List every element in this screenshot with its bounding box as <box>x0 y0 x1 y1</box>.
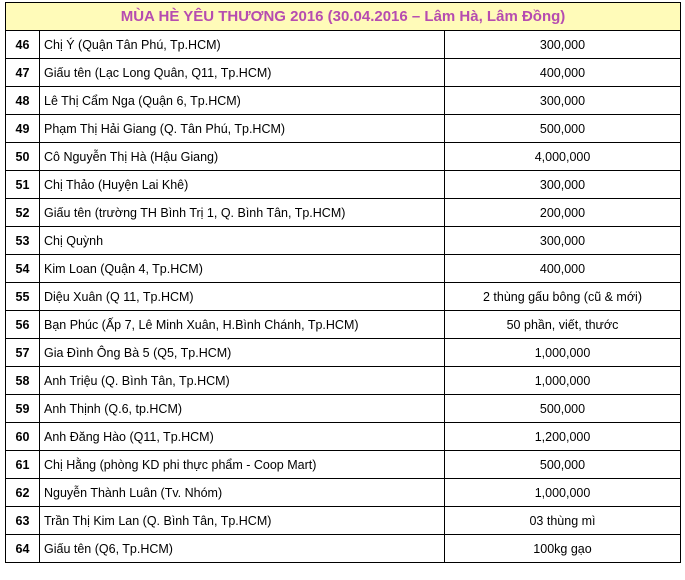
table-row: 59 Anh Thịnh (Q.6, tp.HCM) 500,000 <box>5 394 681 423</box>
donor-name: Giấu tên (Q6, Tp.HCM) <box>39 534 445 563</box>
donor-name: Bạn Phúc (Ấp 7, Lê Minh Xuân, H.Bình Chá… <box>39 310 445 339</box>
table-row: 50 Cô Nguyễn Thị Hà (Hậu Giang) 4,000,000 <box>5 142 681 171</box>
row-number: 62 <box>5 478 40 507</box>
row-number: 60 <box>5 422 40 451</box>
row-number: 46 <box>5 30 40 59</box>
donor-name: Phạm Thị Hải Giang (Q. Tân Phú, Tp.HCM) <box>39 114 445 143</box>
table-row: 64 Giấu tên (Q6, Tp.HCM) 100kg gạo <box>5 534 681 563</box>
donor-name: Chị Quỳnh <box>39 226 445 255</box>
row-number: 58 <box>5 366 40 395</box>
row-number: 47 <box>5 58 40 87</box>
donor-name: Chị Hằng (phòng KD phi thực phẩm - Coop … <box>39 450 445 479</box>
table-row: 54 Kim Loan (Quận 4, Tp.HCM) 400,000 <box>5 254 681 283</box>
donation-amount: 400,000 <box>444 58 681 87</box>
donation-amount: 1,200,000 <box>444 422 681 451</box>
donation-amount: 300,000 <box>444 86 681 115</box>
donor-name: Diệu Xuân (Q 11, Tp.HCM) <box>39 282 445 311</box>
row-number: 63 <box>5 506 40 535</box>
row-number: 55 <box>5 282 40 311</box>
donation-sheet: MÙA HÈ YÊU THƯƠNG 2016 (30.04.2016 – Lâm… <box>5 2 681 563</box>
donation-amount: 500,000 <box>444 450 681 479</box>
donor-name: Chị Ý (Quận Tân Phú, Tp.HCM) <box>39 30 445 59</box>
donation-amount: 400,000 <box>444 254 681 283</box>
donation-amount: 03 thùng mì <box>444 506 681 535</box>
donation-amount: 100kg gạo <box>444 534 681 563</box>
row-number: 53 <box>5 226 40 255</box>
donation-amount: 500,000 <box>444 394 681 423</box>
row-number: 50 <box>5 142 40 171</box>
title-cell: MÙA HÈ YÊU THƯƠNG 2016 (30.04.2016 – Lâm… <box>5 2 681 31</box>
table-row: 55 Diệu Xuân (Q 11, Tp.HCM) 2 thùng gấu bô… <box>5 282 681 311</box>
row-number: 56 <box>5 310 40 339</box>
row-number: 64 <box>5 534 40 563</box>
table-row: 58 Anh Triệu (Q. Bình Tân, Tp.HCM) 1,000,0… <box>5 366 681 395</box>
table-row: 57 Gia Đình Ông Bà 5 (Q5, Tp.HCM) 1,000,00… <box>5 338 681 367</box>
donation-amount: 200,000 <box>444 198 681 227</box>
donor-name: Cô Nguyễn Thị Hà (Hậu Giang) <box>39 142 445 171</box>
row-number: 49 <box>5 114 40 143</box>
donation-table: MÙA HÈ YÊU THƯƠNG 2016 (30.04.2016 – Lâm… <box>5 2 681 563</box>
table-row: 56 Bạn Phúc (Ấp 7, Lê Minh Xuân, H.Bình C… <box>5 310 681 339</box>
donation-amount: 300,000 <box>444 170 681 199</box>
title-row: MÙA HÈ YÊU THƯƠNG 2016 (30.04.2016 – Lâm… <box>5 2 681 31</box>
sheet-title: MÙA HÈ YÊU THƯƠNG 2016 (30.04.2016 – Lâm… <box>120 8 566 25</box>
donation-amount: 1,000,000 <box>444 366 681 395</box>
donor-name: Anh Thịnh (Q.6, tp.HCM) <box>39 394 445 423</box>
row-number: 59 <box>5 394 40 423</box>
table-row: 48 Lê Thị Cẩm Nga (Quận 6, Tp.HCM) 300,000 <box>5 86 681 115</box>
donor-name: Gia Đình Ông Bà 5 (Q5, Tp.HCM) <box>39 338 445 367</box>
table-row: 47 Giấu tên (Lạc Long Quân, Q11, Tp.HCM) 4… <box>5 58 681 87</box>
table-row: 49 Phạm Thị Hải Giang (Q. Tân Phú, Tp.HCM… <box>5 114 681 143</box>
row-number: 48 <box>5 86 40 115</box>
table-row: 61 Chị Hằng (phòng KD phi thực phẩm - Coo… <box>5 450 681 479</box>
row-number: 52 <box>5 198 40 227</box>
row-number: 57 <box>5 338 40 367</box>
table-row: 63 Trần Thị Kim Lan (Q. Bình Tân, Tp.HCM)… <box>5 506 681 535</box>
donation-amount: 300,000 <box>444 30 681 59</box>
donation-amount: 500,000 <box>444 114 681 143</box>
donation-amount: 1,000,000 <box>444 338 681 367</box>
donor-name: Giấu tên (Lạc Long Quân, Q11, Tp.HCM) <box>39 58 445 87</box>
donation-amount: 4,000,000 <box>444 142 681 171</box>
donation-amount: 2 thùng gấu bông (cũ & mới) <box>444 282 681 311</box>
donor-name: Chị Thảo (Huyện Lai Khê) <box>39 170 445 199</box>
table-row: 62 Nguyễn Thành Luân (Tv. Nhóm) 1,000,000 <box>5 478 681 507</box>
table-row: 51 Chị Thảo (Huyện Lai Khê) 300,000 <box>5 170 681 199</box>
table-row: 46 Chị Ý (Quận Tân Phú, Tp.HCM) 300,000 <box>5 30 681 59</box>
donor-name: Kim Loan (Quận 4, Tp.HCM) <box>39 254 445 283</box>
donor-name: Lê Thị Cẩm Nga (Quận 6, Tp.HCM) <box>39 86 445 115</box>
donor-name: Anh Đăng Hào (Q11, Tp.HCM) <box>39 422 445 451</box>
donation-amount: 300,000 <box>444 226 681 255</box>
row-number: 54 <box>5 254 40 283</box>
table-row: 52 Giấu tên (trường TH Bình Trị 1, Q. Bìn… <box>5 198 681 227</box>
donor-name: Trần Thị Kim Lan (Q. Bình Tân, Tp.HCM) <box>39 506 445 535</box>
table-row: 60 Anh Đăng Hào (Q11, Tp.HCM) 1,200,000 <box>5 422 681 451</box>
donor-name: Nguyễn Thành Luân (Tv. Nhóm) <box>39 478 445 507</box>
donor-name: Anh Triệu (Q. Bình Tân, Tp.HCM) <box>39 366 445 395</box>
donation-amount: 1,000,000 <box>444 478 681 507</box>
table-row: 53 Chị Quỳnh 300,000 <box>5 226 681 255</box>
donation-amount: 50 phần, viết, thước <box>444 310 681 339</box>
donor-name: Giấu tên (trường TH Bình Trị 1, Q. Bình … <box>39 198 445 227</box>
row-number: 51 <box>5 170 40 199</box>
row-number: 61 <box>5 450 40 479</box>
